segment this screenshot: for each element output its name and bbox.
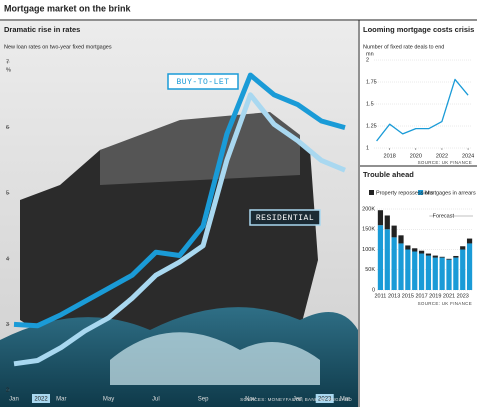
year-label-box	[315, 394, 334, 403]
x-tick-label: 2019	[429, 293, 441, 299]
x-tick-label: Jul	[152, 397, 160, 403]
legend-swatch	[369, 190, 374, 195]
x-tick-label: 2017	[415, 293, 427, 299]
y-tick-label: 2	[366, 57, 369, 63]
year-label-box	[32, 394, 50, 403]
x-tick-label: 2024	[462, 153, 474, 159]
bar-segment	[377, 210, 384, 226]
y-tick-label: 6	[6, 125, 9, 131]
chart-title: Trouble ahead	[363, 170, 414, 179]
y-tick-label: 0	[372, 287, 375, 293]
bar-segment	[453, 257, 459, 290]
x-tick-label: Jan	[293, 397, 303, 403]
bar-segment	[412, 251, 418, 290]
y-tick-label: 7	[6, 59, 9, 65]
wave-foam	[110, 332, 320, 385]
bar-segment	[398, 235, 404, 244]
bar-segment	[391, 237, 397, 290]
legend-swatch	[418, 190, 423, 195]
y-tick-label: 2	[6, 387, 9, 393]
x-tick-label: 2018	[384, 153, 396, 159]
bar-segment	[384, 215, 390, 230]
source: SOURCE: UK FINANCE	[418, 301, 472, 306]
bar-segment	[432, 257, 438, 290]
y-tick-label: 100K	[362, 247, 375, 253]
x-tick-label: Sep	[198, 397, 209, 403]
annotation: Forecast	[433, 213, 455, 219]
series-label-box	[249, 209, 321, 226]
bar-segment	[425, 253, 432, 256]
y-tick-label: 150K	[362, 227, 375, 233]
bar-segment	[439, 257, 445, 290]
y-tick-label: 200K	[362, 206, 375, 212]
page-title: Mortgage market on the brink	[4, 3, 132, 13]
chart-title: Looming mortgage costs crisis	[363, 25, 474, 34]
bar-segment	[405, 245, 411, 250]
y-unit: %	[6, 67, 11, 73]
bar-segment	[446, 259, 452, 290]
x-tick-label: 2023	[457, 293, 469, 299]
bar-segment	[453, 255, 459, 258]
bar-segment	[391, 225, 397, 238]
bar-segment	[466, 243, 473, 290]
bar-segment	[384, 229, 390, 290]
chart-subtitle: Number of fixed rate deals to end	[363, 44, 444, 50]
bar-segment	[425, 255, 432, 290]
series-line	[13, 72, 346, 329]
x-tick-label: 2011	[375, 293, 387, 299]
bar-segment	[460, 249, 466, 290]
x-tick-label: Mar	[340, 397, 350, 403]
legend-label: Mortgages in arrears	[425, 190, 476, 196]
bar-segment	[439, 256, 445, 258]
x-tick-label: 2022	[436, 153, 448, 159]
x-tick-label: 2013	[388, 293, 400, 299]
series-line	[376, 78, 469, 142]
y-tick-label: 1.5	[366, 101, 374, 107]
bar-segment	[412, 248, 418, 252]
x-tick-label: 2020	[410, 153, 422, 159]
y-tick-label: 3	[6, 322, 9, 328]
x-tick-label: Mar	[56, 397, 66, 403]
legend-label: Property repossessions	[376, 190, 434, 196]
bar-segment	[466, 238, 473, 244]
y-tick-label: 1.75	[366, 79, 377, 85]
year-label: 2022	[34, 397, 48, 403]
x-tick-label: 2021	[443, 293, 455, 299]
source: SOURCES: MONEYFACTS, BANK OF ENGLAND	[240, 397, 352, 402]
x-tick-label: 2015	[402, 293, 414, 299]
houses	[100, 112, 300, 185]
bar-segment	[460, 246, 466, 250]
series-label: BUY-TO-LET	[176, 78, 229, 87]
y-tick-label: 50K	[365, 267, 375, 273]
bar-segment	[418, 253, 425, 290]
chart-subtitle: New loan rates on two-year fixed mortgag…	[4, 44, 112, 50]
x-tick-label: May	[103, 397, 114, 403]
chart-title: Dramatic rise in rates	[4, 25, 80, 34]
y-tick-label: 1.25	[366, 123, 377, 129]
y-tick-label: 5	[6, 191, 9, 197]
bar-segment	[432, 255, 438, 258]
y-tick-label: 4	[6, 256, 9, 262]
bar-segment	[398, 243, 404, 290]
source: SOURCE: UK FINANCE	[418, 160, 472, 165]
bar-segment	[446, 258, 452, 260]
bar-segment	[405, 249, 411, 290]
year-label: 2023	[318, 397, 332, 403]
series-label-box	[167, 73, 239, 90]
y-unit: mn	[366, 51, 374, 57]
bar-segment	[377, 225, 384, 290]
y-tick-label: 1	[366, 145, 369, 151]
x-tick-label: Nov	[245, 397, 256, 403]
x-tick-label: Jan	[9, 397, 19, 403]
series-line	[13, 92, 346, 367]
series-label: RESIDENTIAL	[256, 214, 314, 223]
annotation-bg	[433, 212, 454, 220]
bar-segment	[418, 250, 425, 254]
